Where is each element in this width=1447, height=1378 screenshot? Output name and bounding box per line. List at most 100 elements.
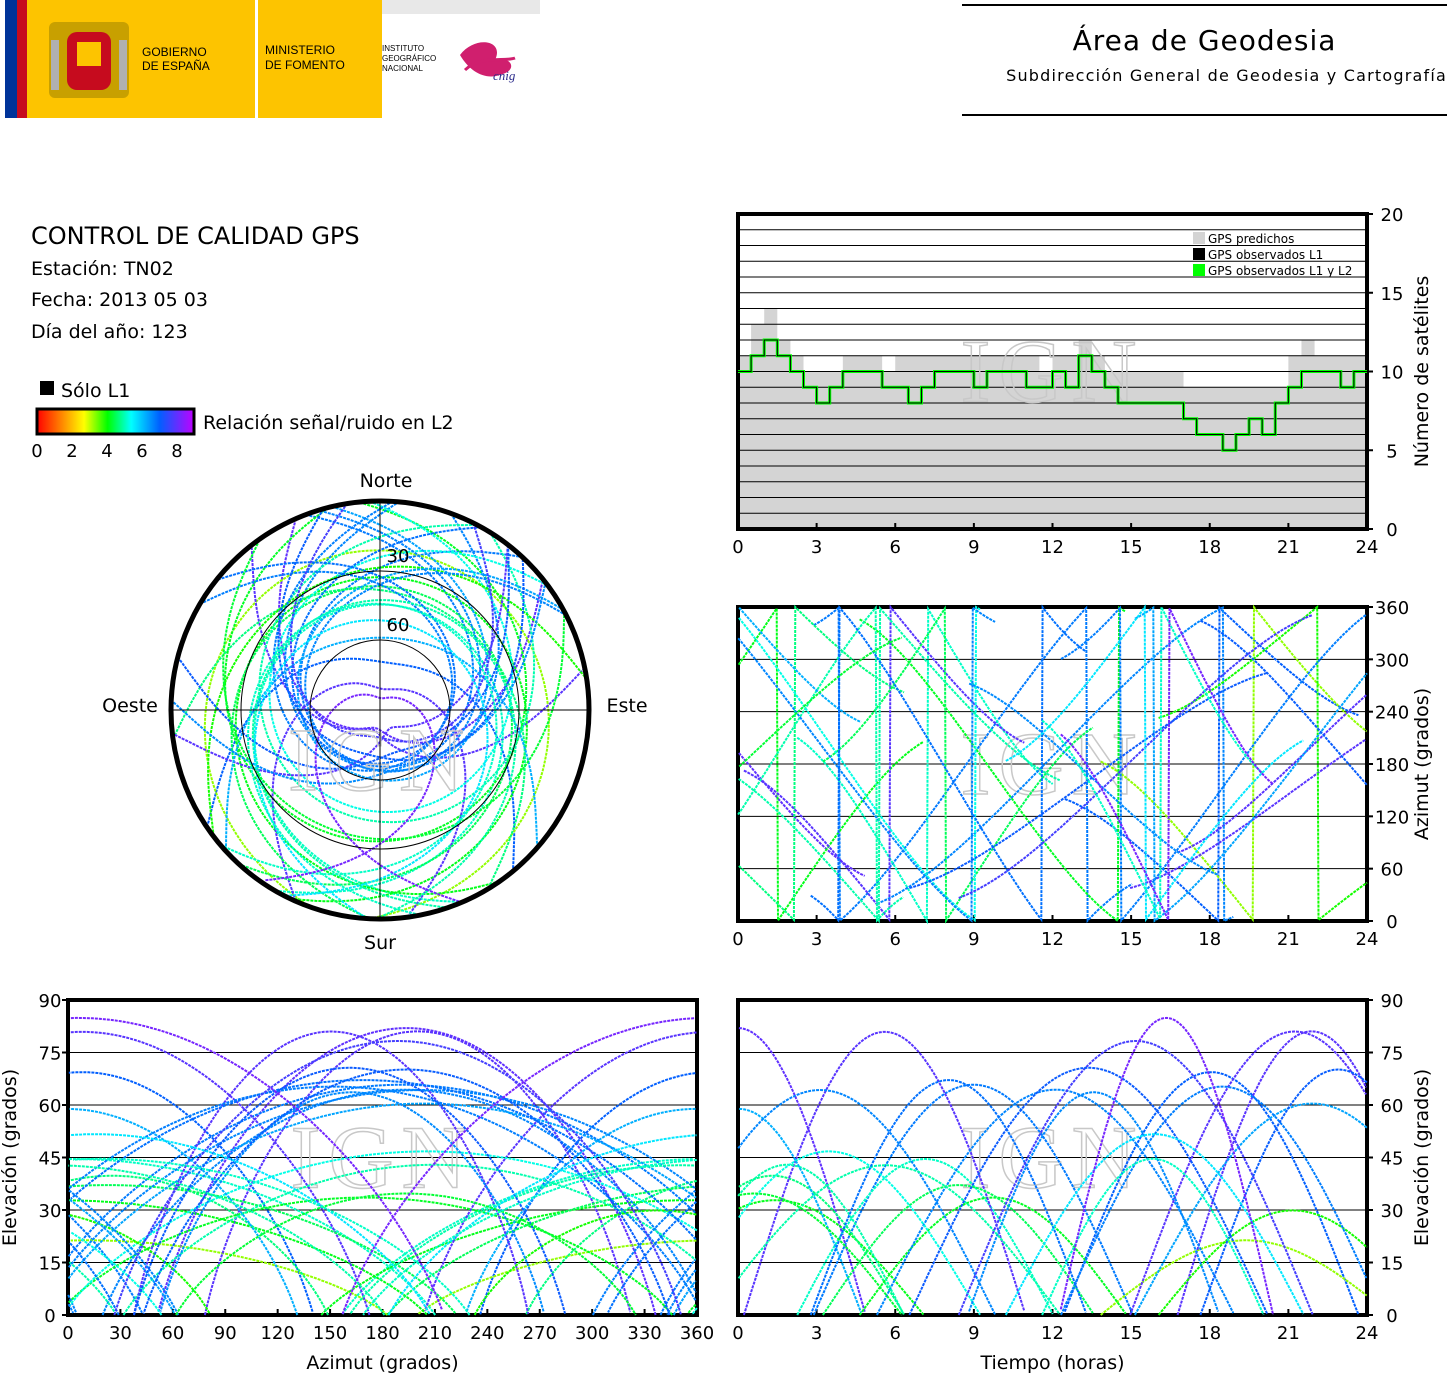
x-tick-label: 360 — [680, 1323, 714, 1344]
label-south: Sur — [364, 932, 396, 954]
satellite-track — [218, 526, 482, 765]
snr-tick: 4 — [101, 441, 112, 462]
satellite-track — [72, 1157, 697, 1316]
snr-tick: 0 — [31, 441, 42, 462]
legend-label: GPS observados L1 — [1208, 248, 1323, 262]
y-tick-label: 60 — [39, 1096, 62, 1117]
satellite-track — [822, 605, 1094, 924]
sats-legend: GPS predichos GPS observados L1 GPS observ… — [1193, 232, 1352, 278]
plot-frame — [66, 998, 699, 1317]
satellite-track — [1176, 1030, 1368, 1316]
cnig-text: cnig — [493, 68, 516, 83]
header-right: Área de Geodesia Subdirección General de… — [962, 0, 1447, 118]
legend-swatch — [1193, 232, 1205, 244]
cnig-logo-icon: cnig — [460, 42, 516, 83]
x-tick-label: 21 — [1277, 929, 1300, 950]
y-tick-label: 90 — [39, 991, 62, 1012]
satellite-track — [277, 508, 525, 762]
satellite-track — [810, 604, 1087, 923]
horizon-ring — [168, 498, 592, 922]
satellite-track — [1129, 1030, 1367, 1316]
x-tick-label: 24 — [1356, 537, 1379, 558]
legend-label: GPS predichos — [1208, 232, 1294, 246]
satellite-track — [304, 509, 567, 773]
satellite-track — [957, 1040, 1314, 1316]
label-west: Oeste — [102, 695, 158, 717]
satellite-track — [742, 1030, 1026, 1316]
satellite-track — [1100, 604, 1368, 923]
x-tick-label: 60 — [161, 1323, 184, 1344]
ministry-line2: DE FOMENTO — [265, 58, 345, 72]
x-tick-label: 330 — [627, 1323, 661, 1344]
y-tick-label: 240 — [1375, 703, 1409, 724]
satellite-track — [222, 538, 566, 841]
satellite-track — [289, 503, 494, 743]
satellite-track — [159, 1091, 545, 1312]
inst-line3: NACIONAL — [382, 64, 423, 73]
label-north: Norte — [360, 470, 413, 492]
x-tick-label: 240 — [470, 1323, 504, 1344]
y-tick-label: 10 — [1381, 363, 1404, 384]
x-tick-label: 3 — [811, 1323, 822, 1344]
x-tick-label: 21 — [1277, 537, 1300, 558]
skyplot: IGN Norte Sur Oeste Este 30 60 — [102, 470, 647, 954]
label-east: Este — [606, 695, 647, 717]
satellite-track — [113, 1040, 682, 1316]
elevation-azimuth-chart: 0 15 30 45 60 75 90 0 30 60 90 120 150 180 210 240 270 30… — [0, 991, 714, 1374]
gov-line1: GOBIERNO — [142, 45, 207, 59]
satellite-track — [1134, 605, 1368, 923]
satellite-track — [958, 614, 1313, 899]
x-tick-label: 30 — [109, 1323, 132, 1344]
doy-label: Día del año: 123 — [31, 321, 188, 343]
y-tick-label: 75 — [39, 1044, 62, 1065]
satellite-track — [70, 1239, 697, 1316]
coat-of-arms-icon — [49, 22, 129, 98]
satellite-track — [737, 1164, 1061, 1315]
satellite-track — [738, 607, 862, 724]
l1-only-swatch — [40, 381, 54, 395]
logo-banner: GOBIERNO DE ESPAÑA MINISTERIO DE FOMENTO… — [5, 0, 540, 118]
x-tick-label: 270 — [523, 1323, 557, 1344]
satellite-track — [968, 682, 1219, 876]
y-tick-label: 30 — [1381, 1201, 1404, 1222]
x-tick-label: 24 — [1356, 1323, 1379, 1344]
satellite-track — [737, 605, 904, 923]
ring-label-60: 60 — [387, 615, 410, 636]
satellite-count-chart: 0 5 10 15 20 0 3 6 9 12 15 18 21 24 Número de satélite… — [732, 205, 1433, 558]
satellite-track — [1134, 1102, 1368, 1316]
x-tick-label: 12 — [1041, 1323, 1064, 1344]
satellite-track — [739, 1107, 862, 1313]
satellite-track — [67, 1102, 697, 1316]
y-tick-label: 30 — [39, 1201, 62, 1222]
satellite-track — [67, 1083, 697, 1316]
snr-tick: 6 — [136, 441, 147, 462]
satellite-track — [299, 513, 520, 768]
satellite-track — [737, 1089, 997, 1316]
satellite-track — [737, 1163, 905, 1315]
satellite-track — [172, 544, 509, 777]
y-axis-label: Elevación (grados) — [0, 1069, 21, 1246]
satellite-track — [69, 1107, 696, 1316]
x-tick-label: 6 — [890, 537, 901, 558]
inst-line1: INSTITUTO — [382, 44, 424, 53]
x-tick-label: 21 — [1277, 1323, 1300, 1344]
y-axis-label: Azimut (grados) — [1411, 688, 1433, 840]
date-label: Fecha: 2013 05 03 — [31, 289, 208, 311]
satellite-track — [230, 585, 513, 920]
x-tick-label: 180 — [365, 1323, 399, 1344]
satellite-track — [71, 1133, 697, 1316]
satellite-track — [738, 605, 981, 923]
satellite-track — [738, 605, 1061, 924]
satellite-track — [207, 565, 587, 837]
l1-only-label: Sólo L1 — [61, 380, 130, 402]
satellite-track — [743, 604, 1025, 923]
watermark: IGN — [288, 711, 472, 810]
y-tick-label: 5 — [1386, 441, 1397, 462]
satellite-track — [1060, 607, 1274, 921]
x-tick-label: 300 — [575, 1323, 609, 1344]
x-tick-label: 0 — [732, 537, 743, 558]
report-title: CONTROL DE CALIDAD GPS — [31, 222, 360, 250]
x-tick-label: 210 — [418, 1323, 452, 1344]
satellite-track — [133, 1066, 566, 1316]
